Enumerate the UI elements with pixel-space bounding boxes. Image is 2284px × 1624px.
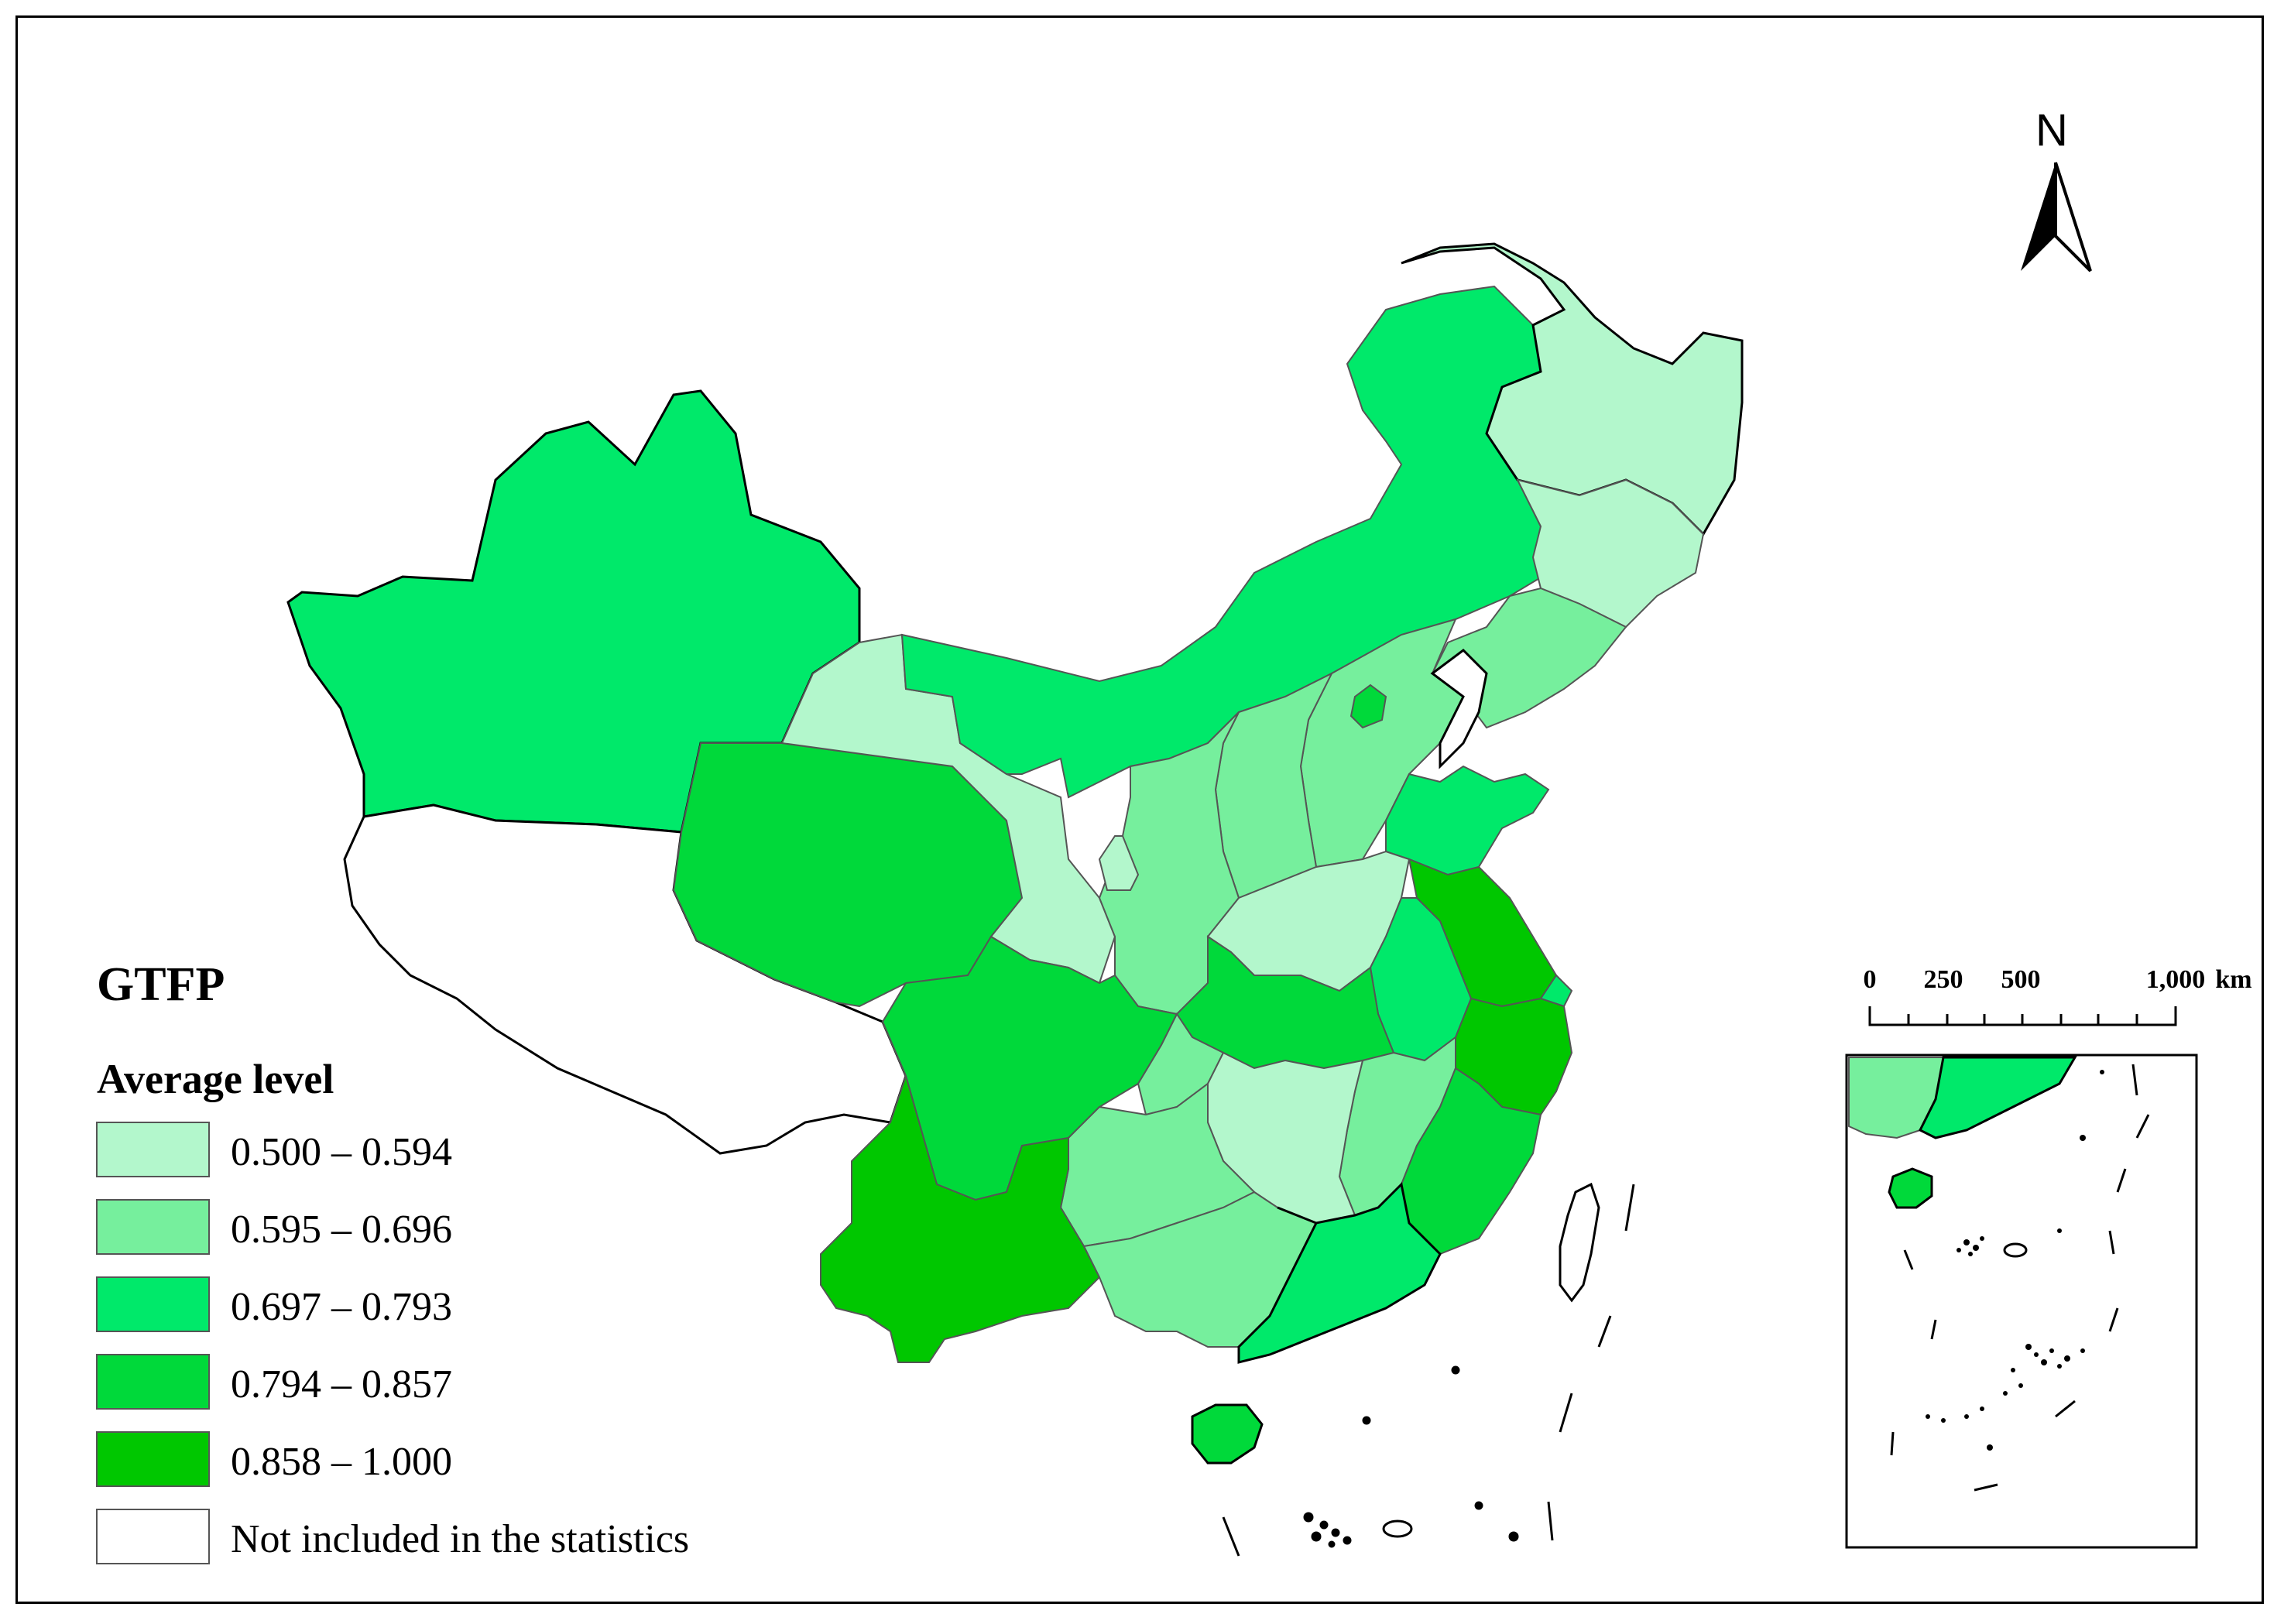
legend-swatch-3 bbox=[96, 1276, 210, 1332]
legend-label-2: 0.595 – 0.696 bbox=[231, 1208, 452, 1252]
scale-tick-250: 250 bbox=[1924, 965, 1963, 994]
inset-map bbox=[1845, 1054, 2198, 1549]
bohai-sea bbox=[1430, 649, 1488, 769]
region-hainan bbox=[1191, 1403, 1264, 1465]
legend-label-6: Not included in the statistics bbox=[231, 1517, 689, 1561]
legend-item-1: 0.500 – 0.594 bbox=[96, 1122, 452, 1177]
legend-label-3: 0.697 – 0.793 bbox=[231, 1285, 452, 1329]
legend-item-3: 0.697 – 0.793 bbox=[96, 1276, 452, 1332]
scale-tick-1000: 1,000 bbox=[2146, 965, 2206, 994]
north-arrow-left-half bbox=[2021, 163, 2056, 271]
legend-label-4: 0.794 – 0.857 bbox=[231, 1362, 452, 1406]
scale-unit: km bbox=[2215, 965, 2251, 994]
region-guangdong bbox=[1237, 1181, 1442, 1364]
legend-item-5: 0.858 – 1.000 bbox=[96, 1431, 452, 1487]
region-beijing bbox=[1349, 684, 1387, 729]
legend-item-6: Not included in the statistics bbox=[96, 1509, 689, 1564]
legend-label-5: 0.858 – 1.000 bbox=[231, 1440, 452, 1484]
scale-tick-500: 500 bbox=[2001, 965, 2041, 994]
region-ningxia bbox=[1098, 835, 1140, 891]
legend-swatch-1 bbox=[96, 1122, 210, 1177]
region-jilin bbox=[1516, 478, 1705, 629]
map-regions bbox=[286, 242, 1744, 1465]
legend-label-1: 0.500 – 0.594 bbox=[231, 1130, 452, 1174]
legend-swatch-2 bbox=[96, 1199, 210, 1255]
scale-bar: 0 250 500 1,000 km bbox=[1864, 965, 2252, 1026]
legend-swatch-5 bbox=[96, 1431, 210, 1487]
inset-hainan bbox=[1888, 1167, 1933, 1209]
scale-tick-0: 0 bbox=[1864, 965, 1877, 994]
legend-swatch-4 bbox=[96, 1354, 210, 1410]
inset-guangdong bbox=[1918, 1056, 2077, 1139]
north-arrow-right-half bbox=[2054, 162, 2092, 272]
legend-title: GTFP bbox=[97, 958, 225, 1011]
region-taiwan bbox=[1559, 1182, 1600, 1303]
legend-item-4: 0.794 – 0.857 bbox=[96, 1354, 452, 1410]
south-china-sea-marks bbox=[1222, 1184, 1635, 1557]
region-yunnan bbox=[820, 1021, 1101, 1363]
legend-item-2: 0.595 – 0.696 bbox=[96, 1199, 452, 1255]
legend-swatch-6 bbox=[96, 1509, 210, 1564]
legend: GTFP Average level 0.500 – 0.594 0.595 –… bbox=[96, 958, 689, 1564]
region-shandong bbox=[1385, 765, 1550, 876]
legend-subtitle: Average level bbox=[97, 1056, 334, 1102]
north-arrow: N bbox=[2021, 105, 2092, 272]
north-arrow-label: N bbox=[2035, 105, 2068, 156]
